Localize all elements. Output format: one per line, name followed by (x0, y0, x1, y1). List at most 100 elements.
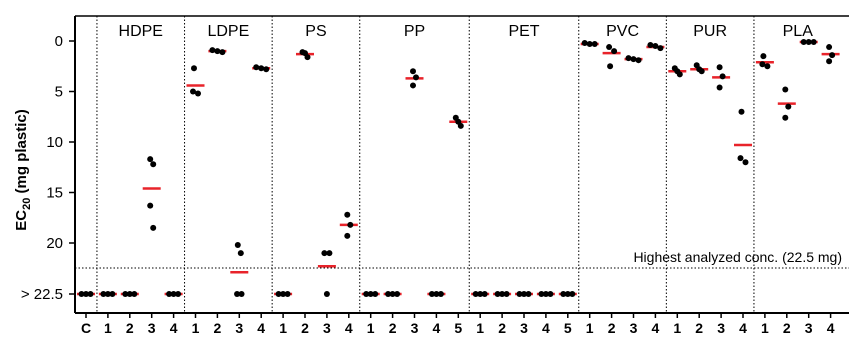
data-point (652, 43, 659, 50)
x-tick-label: 3 (235, 320, 243, 336)
y-tick-label: 5 (55, 84, 63, 101)
data-point (630, 56, 637, 63)
x-tick-label: C (81, 320, 91, 336)
data-point (782, 86, 789, 93)
x-tick-label: 3 (520, 320, 528, 336)
data-point (214, 48, 221, 55)
data-point (234, 291, 241, 297)
data-point (190, 88, 196, 95)
data-point (560, 291, 567, 297)
x-tick-label: 1 (586, 320, 594, 336)
group-label-pvc: PVC (606, 23, 639, 40)
data-point (275, 291, 282, 297)
x-tick-label: 3 (805, 320, 813, 336)
data-point (503, 291, 510, 297)
y-tick-label: 15 (46, 185, 63, 202)
x-tick-label: 1 (104, 320, 112, 336)
data-point (78, 291, 85, 297)
x-tick-label: 3 (630, 320, 638, 336)
x-tick-label: 4 (739, 320, 747, 336)
y-axis-label: EC20 (mg plastic) (13, 109, 33, 230)
data-point (372, 291, 379, 297)
data-point (499, 291, 506, 297)
x-tick-label: 5 (564, 320, 572, 336)
x-tick-label: 4 (170, 320, 178, 336)
x-tick-label: 3 (148, 320, 156, 336)
data-point (542, 291, 549, 297)
x-tick-label: 4 (345, 320, 353, 336)
data-point (219, 49, 226, 56)
data-point (238, 291, 245, 297)
data-point (581, 40, 588, 47)
data-point (83, 291, 89, 297)
data-point (258, 65, 265, 72)
data-point (100, 291, 107, 297)
data-point (87, 291, 94, 297)
x-tick-label: 2 (389, 320, 397, 336)
data-point (586, 41, 593, 48)
data-point (625, 55, 632, 62)
data-point (829, 52, 836, 59)
data-point (126, 291, 133, 297)
data-point (472, 291, 479, 297)
group-label-pla: PLA (783, 23, 814, 40)
x-tick-label: 4 (433, 320, 441, 336)
data-point (323, 291, 330, 297)
data-point (321, 250, 328, 257)
data-point (209, 47, 216, 54)
x-tick-label: 1 (279, 320, 287, 336)
data-point (191, 65, 197, 72)
data-point (363, 291, 370, 297)
data-point (591, 41, 598, 48)
x-tick-label: 4 (542, 320, 550, 336)
data-point (759, 61, 766, 68)
data-point (304, 54, 311, 61)
data-point (170, 291, 177, 297)
x-tick-label: 5 (454, 320, 462, 336)
data-point (826, 44, 833, 51)
data-point (737, 155, 744, 162)
data-point (280, 291, 287, 297)
y-tick-label: 0 (55, 33, 63, 50)
data-point (131, 291, 138, 297)
data-point (175, 291, 182, 297)
data-point (109, 291, 116, 297)
group-label-ps: PS (305, 23, 326, 40)
data-point (477, 291, 484, 297)
data-point (564, 291, 571, 297)
data-points (78, 39, 836, 297)
data-point (547, 291, 554, 297)
data-point (433, 291, 440, 297)
group-label-pur: PUR (693, 23, 727, 40)
x-tick-label: 4 (652, 320, 660, 336)
x-tick-label: 3 (411, 320, 419, 336)
data-point (394, 291, 401, 297)
x-tick-label: 2 (301, 320, 309, 336)
data-point (428, 291, 435, 297)
data-point (147, 156, 154, 163)
data-point (782, 114, 789, 121)
y-axis: 0 5 10 15 20 > 22.5 (21, 33, 75, 303)
data-point (810, 39, 817, 46)
data-point (760, 53, 767, 60)
x-tick-label: 2 (695, 320, 703, 336)
data-point (347, 221, 354, 228)
data-point (481, 291, 488, 297)
data-point (764, 63, 771, 70)
x-tick-label: 3 (323, 320, 331, 336)
data-point (166, 291, 173, 297)
y-tick-label: 10 (46, 134, 63, 151)
data-point (122, 291, 129, 297)
data-point (234, 242, 241, 249)
group-label-pp: PP (404, 23, 425, 40)
data-point (413, 74, 419, 81)
data-point (385, 291, 392, 297)
data-point (657, 45, 664, 52)
group-label-ldpe: LDPE (207, 23, 249, 40)
data-point (437, 291, 444, 297)
plot-frame (74, 15, 849, 314)
data-point (569, 291, 576, 297)
data-point (326, 250, 333, 257)
group-separators (96, 16, 755, 313)
